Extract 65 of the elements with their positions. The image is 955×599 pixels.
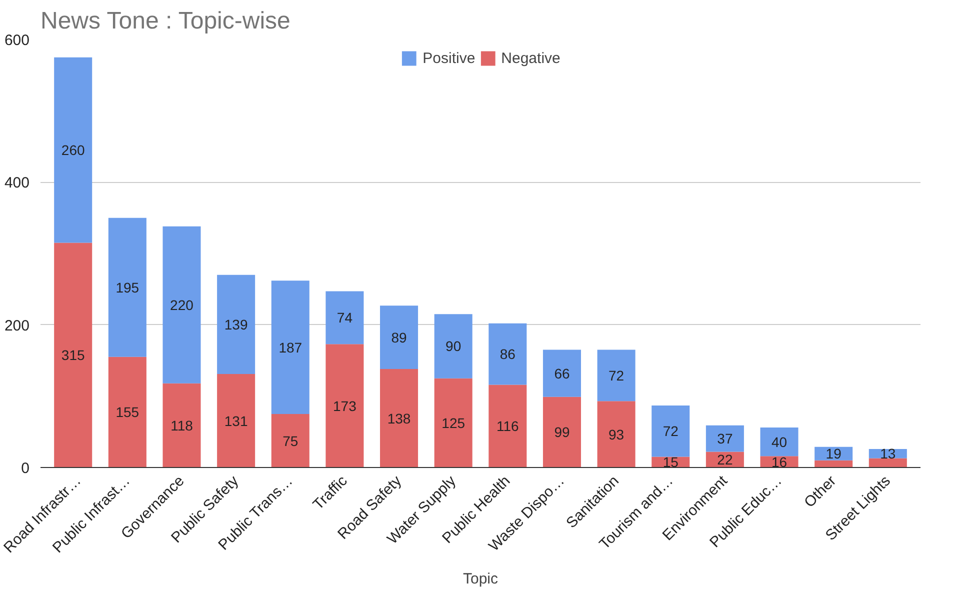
bar <box>434 314 472 378</box>
x-axis-title: Topic <box>462 570 499 588</box>
data-label: 125 <box>442 414 466 431</box>
data-label: 72 <box>608 367 624 384</box>
bar <box>326 291 364 344</box>
bar <box>380 306 418 370</box>
bar <box>542 396 581 468</box>
data-label: 260 <box>61 142 85 158</box>
data-label: 13 <box>880 446 896 462</box>
data-label: 90 <box>446 338 462 354</box>
bar <box>542 350 581 397</box>
bar <box>271 280 310 414</box>
chart-title: News Tone : Topic-wise <box>40 8 290 34</box>
bar <box>108 218 146 357</box>
legend-label: Negative <box>501 50 560 66</box>
data-label: 138 <box>387 410 411 426</box>
bar <box>597 350 636 402</box>
bar <box>162 226 201 384</box>
data-label: 195 <box>116 279 140 296</box>
bar <box>54 242 92 468</box>
data-label: 19 <box>826 446 842 462</box>
bar <box>814 460 853 468</box>
data-label: 220 <box>170 296 194 313</box>
y-tick-label: 400 <box>4 174 30 192</box>
data-label: 315 <box>61 347 85 364</box>
data-label: 89 <box>391 329 408 346</box>
data-label: 66 <box>554 365 570 382</box>
data-label: 93 <box>608 426 624 442</box>
bar <box>597 401 636 468</box>
data-label: 118 <box>170 417 194 434</box>
bar <box>652 405 690 457</box>
data-label: 99 <box>554 424 570 440</box>
y-tick-label: 0 <box>21 460 30 477</box>
data-label: 74 <box>336 310 353 326</box>
data-label: 173 <box>333 398 357 414</box>
bar <box>217 274 256 374</box>
data-label: 22 <box>717 452 733 468</box>
data-label: 187 <box>278 339 302 356</box>
bar <box>54 57 92 243</box>
bar <box>760 428 798 456</box>
data-label: 40 <box>771 434 788 450</box>
bar <box>162 383 201 468</box>
data-label: 37 <box>717 430 733 447</box>
data-label: 72 <box>662 423 679 440</box>
data-label: 139 <box>224 316 248 332</box>
data-label: 15 <box>662 454 679 470</box>
y-tick-label: 200 <box>4 317 30 334</box>
legend-label: Positive <box>422 50 476 66</box>
bar <box>271 414 310 468</box>
bar <box>488 384 527 468</box>
data-label: 131 <box>224 412 248 429</box>
data-label: 155 <box>116 404 140 420</box>
data-label: 16 <box>771 454 788 470</box>
bar <box>217 374 256 468</box>
bar <box>868 458 907 468</box>
bar <box>380 369 418 468</box>
data-label: 75 <box>282 432 298 449</box>
bar <box>434 378 472 468</box>
data-label: 116 <box>496 418 520 434</box>
y-tick-label: 600 <box>4 32 30 49</box>
bar <box>326 344 364 468</box>
bar <box>108 356 146 468</box>
data-label: 86 <box>500 346 516 362</box>
bar <box>488 323 527 385</box>
bar <box>706 425 744 452</box>
